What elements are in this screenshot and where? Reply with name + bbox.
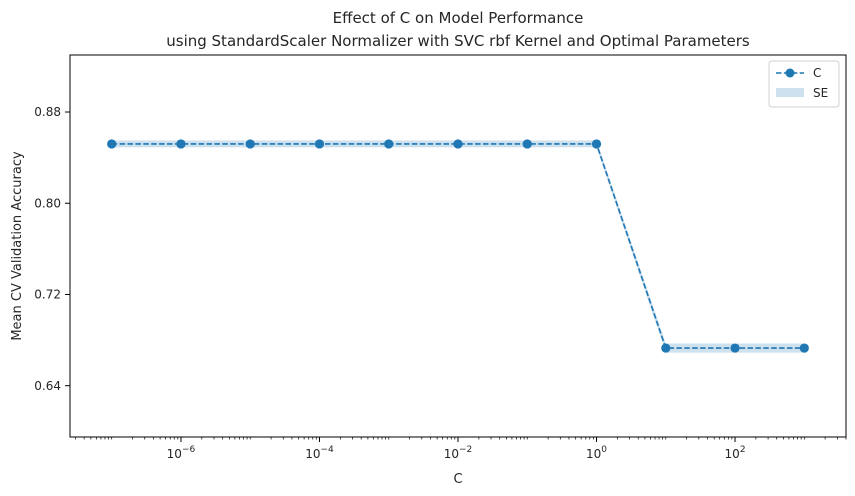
chart-title: Effect of C on Model Performance <box>333 9 584 27</box>
data-point <box>522 139 532 149</box>
marker-layer <box>107 139 809 353</box>
x-tick-label: 102 <box>725 445 746 461</box>
data-point <box>384 139 394 149</box>
x-tick-label: 10−4 <box>305 445 334 461</box>
data-point <box>799 343 809 353</box>
x-axis-title: C <box>453 472 462 487</box>
y-tick-label: 0.72 <box>34 288 61 302</box>
y-axis-title: Mean CV Validation Accuracy <box>10 151 25 341</box>
series-line-layer <box>111 143 805 349</box>
legend: C SE <box>768 60 840 108</box>
x-tick-label: 10−2 <box>444 445 473 461</box>
y-tick-label: 0.80 <box>34 196 61 210</box>
data-point <box>591 139 602 149</box>
x-axis: 10−6 10−4 10−2 100 102 <box>75 437 847 461</box>
data-point <box>245 139 255 149</box>
legend-box <box>768 60 840 108</box>
data-point <box>730 343 740 353</box>
x-tick-label: 10−6 <box>167 445 196 461</box>
legend-marker-swatch <box>785 68 795 78</box>
legend-band-swatch <box>776 88 804 97</box>
x-tick-label: 100 <box>586 445 607 461</box>
legend-label-series: C <box>813 66 821 80</box>
legend-label-se: SE <box>813 86 828 100</box>
y-tick-label: 0.64 <box>34 379 61 393</box>
data-point <box>453 139 463 149</box>
data-point <box>661 343 671 353</box>
y-tick-label: 0.88 <box>34 105 61 119</box>
chart-subtitle: using StandardScaler Normalizer with SVC… <box>166 32 750 50</box>
plot-area <box>70 55 846 437</box>
y-axis: 0.64 0.72 0.80 0.88 <box>34 105 70 393</box>
data-point <box>314 139 325 149</box>
series-line <box>111 143 805 349</box>
data-point <box>176 139 186 149</box>
data-point <box>107 139 117 149</box>
